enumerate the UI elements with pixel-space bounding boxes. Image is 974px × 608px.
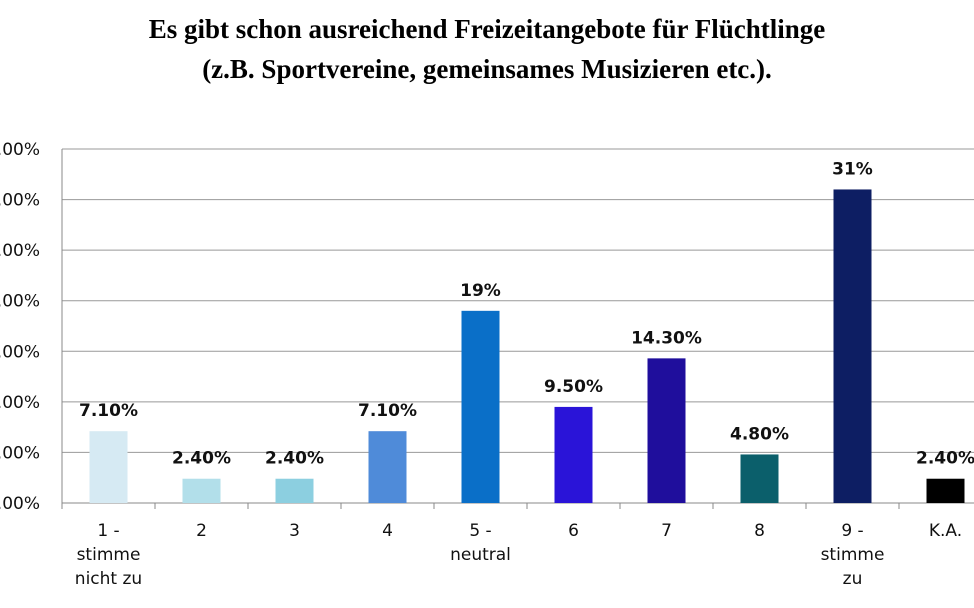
chart-subtitle: (z.B. Sportvereine, gemeinsames Musizier… xyxy=(202,54,772,84)
x-tick-label-line: zu xyxy=(843,569,863,589)
x-tick-label: 2 xyxy=(196,521,207,541)
y-tick-label: 20.00% xyxy=(0,292,40,312)
chart-title: Es gibt schon ausreichend Freizeitangebo… xyxy=(149,14,826,44)
bar xyxy=(182,478,221,503)
y-tick-label: 35.00% xyxy=(0,140,40,160)
value-label: 7.10% xyxy=(358,401,417,421)
x-tick-label-line: 4 xyxy=(382,521,393,541)
x-tick-label-line: stimme xyxy=(821,545,885,565)
y-tick-label: 10.00% xyxy=(0,393,40,413)
y-tick-label: 15.00% xyxy=(0,342,40,362)
x-tick-label: 5 - neutral xyxy=(450,521,511,565)
bar xyxy=(554,406,593,503)
bar xyxy=(89,431,128,503)
x-tick-label: 4 xyxy=(382,521,393,541)
x-tick-label: 7 xyxy=(661,521,672,541)
x-tick-label: 6 xyxy=(568,521,579,541)
bar xyxy=(275,478,314,503)
bar xyxy=(461,310,500,503)
x-tick-label-line: 8 xyxy=(754,521,765,541)
bar xyxy=(740,454,779,503)
x-tick-label-line: stimme xyxy=(77,545,141,565)
y-tick-label: 30.00% xyxy=(0,191,40,211)
x-tick-label: K.A. xyxy=(929,521,962,541)
x-tick-label-line: 7 xyxy=(661,521,672,541)
value-label: 7.10% xyxy=(79,401,138,421)
bar xyxy=(368,431,407,503)
value-label: 4.80% xyxy=(730,424,789,444)
y-tick-label: 25.00% xyxy=(0,241,40,261)
x-tick-label-line: nicht zu xyxy=(75,569,142,589)
x-tick-label-line: neutral xyxy=(450,545,511,565)
value-label: 14.30% xyxy=(631,328,702,348)
value-label: 2.40% xyxy=(916,449,974,469)
value-label: 31% xyxy=(832,159,873,179)
x-tick-label-line: 6 xyxy=(568,521,579,541)
x-tick-label: 3 xyxy=(289,521,300,541)
x-tick-label-line: 2 xyxy=(196,521,207,541)
x-tick-label-line: K.A. xyxy=(929,521,962,541)
x-tick-label-line: 9 - xyxy=(841,521,863,541)
value-label: 2.40% xyxy=(172,449,231,469)
y-tick-label: 0.00% xyxy=(0,494,40,514)
value-label: 9.50% xyxy=(544,377,603,397)
y-tick-label: 5.00% xyxy=(0,443,40,463)
bar xyxy=(647,358,686,503)
value-label: 19% xyxy=(460,281,501,301)
x-tick-label: 9 - stimme zu xyxy=(821,521,885,589)
x-tick-label-line: 3 xyxy=(289,521,300,541)
bar xyxy=(833,189,872,503)
x-tick-label: 1 - stimme nicht zu xyxy=(75,521,142,589)
x-tick-label-line: 5 - xyxy=(469,521,491,541)
bar xyxy=(926,478,965,503)
value-label: 2.40% xyxy=(265,449,324,469)
x-tick-label-line: 1 - xyxy=(97,521,119,541)
x-tick-label: 8 xyxy=(754,521,765,541)
